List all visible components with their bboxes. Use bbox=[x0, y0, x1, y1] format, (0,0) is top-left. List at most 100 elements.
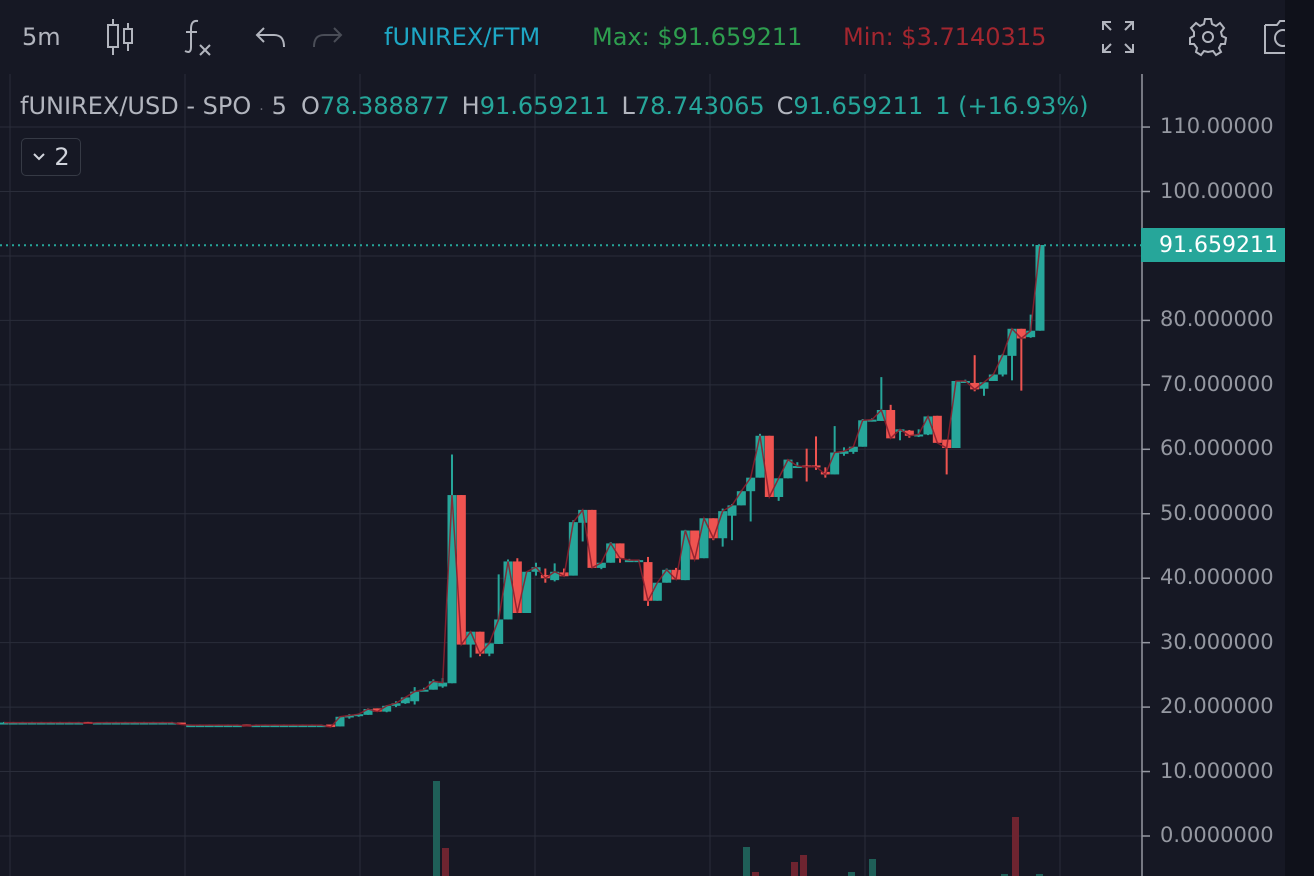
candle bbox=[204, 725, 214, 728]
candle bbox=[260, 725, 270, 728]
candle bbox=[531, 567, 541, 572]
right-edge bbox=[1285, 0, 1314, 876]
candle bbox=[699, 518, 709, 559]
max-price: Max: $91.659211 bbox=[592, 20, 802, 54]
candle bbox=[783, 459, 793, 479]
candle bbox=[727, 505, 737, 516]
candle bbox=[120, 722, 130, 725]
candle bbox=[540, 574, 550, 579]
candle bbox=[895, 429, 905, 432]
fullscreen-button[interactable] bbox=[1100, 20, 1136, 54]
candle bbox=[92, 722, 102, 725]
candle bbox=[550, 571, 560, 581]
interval-button[interactable]: 5m bbox=[22, 20, 61, 54]
candle bbox=[988, 374, 998, 381]
candle bbox=[391, 703, 401, 706]
indicators-button[interactable] bbox=[180, 19, 214, 56]
last-price-text: 91.659211 bbox=[1159, 232, 1278, 258]
legend-open-value: 78.388877 bbox=[319, 92, 450, 120]
candle bbox=[494, 619, 504, 644]
candle bbox=[130, 722, 140, 725]
fx-icon bbox=[184, 19, 211, 56]
price-axis-label: 40.000000 bbox=[1160, 565, 1274, 590]
candle bbox=[0, 722, 9, 725]
settings-button[interactable] bbox=[1188, 18, 1228, 57]
price-axis-label: 70.000000 bbox=[1160, 371, 1274, 396]
candle bbox=[1007, 328, 1017, 356]
candle bbox=[755, 435, 765, 478]
candle bbox=[27, 722, 37, 725]
candle bbox=[372, 708, 382, 712]
candle bbox=[708, 518, 718, 539]
volume-bar bbox=[752, 872, 759, 876]
candle bbox=[167, 722, 177, 725]
price-axis-label: 80.000000 bbox=[1160, 307, 1274, 332]
candle bbox=[102, 722, 112, 725]
pair-label[interactable]: fUNIREX/FTM bbox=[384, 20, 540, 54]
undo-button[interactable] bbox=[254, 20, 288, 54]
candle bbox=[596, 562, 606, 568]
candle bbox=[970, 382, 980, 390]
candle bbox=[344, 715, 354, 718]
price-axis-label: 20.000000 bbox=[1160, 694, 1274, 719]
candle bbox=[718, 511, 728, 539]
candle bbox=[643, 562, 653, 601]
legend-close-label: C bbox=[776, 92, 794, 120]
candle bbox=[774, 478, 784, 497]
candle bbox=[587, 509, 597, 568]
candle bbox=[316, 725, 326, 728]
candle bbox=[466, 631, 476, 645]
candle bbox=[830, 452, 840, 475]
candle bbox=[148, 722, 158, 725]
candle bbox=[736, 491, 746, 506]
gear-icon bbox=[1189, 18, 1228, 57]
candle bbox=[251, 725, 261, 728]
candles-icon bbox=[107, 19, 133, 55]
volume-bar bbox=[869, 859, 876, 876]
legend-open-label: O bbox=[300, 92, 320, 120]
candle bbox=[484, 643, 494, 654]
legend-interval: 5 bbox=[271, 92, 287, 120]
candle bbox=[680, 530, 690, 581]
candle bbox=[158, 722, 168, 725]
candlestick-chart[interactable] bbox=[0, 74, 1314, 876]
volume-bar bbox=[848, 872, 855, 876]
candle bbox=[998, 355, 1008, 375]
undo-icon bbox=[255, 27, 285, 48]
chart-type-button[interactable] bbox=[104, 19, 138, 55]
candle bbox=[858, 420, 868, 447]
candle bbox=[662, 569, 672, 583]
legend-low-value: 78.743065 bbox=[634, 92, 765, 120]
volume-bar bbox=[1036, 874, 1043, 876]
volume-bar bbox=[743, 847, 750, 876]
collapse-indicators-button[interactable]: 2 bbox=[21, 138, 81, 176]
candle bbox=[382, 705, 392, 712]
candle bbox=[923, 416, 933, 435]
candle bbox=[46, 722, 56, 725]
toolbar: 5m fUNIREX/FTM Max: $91.659211 Min: $3.7… bbox=[0, 0, 1314, 74]
min-text: Min: $3.7140315 bbox=[843, 23, 1047, 51]
candle bbox=[288, 725, 298, 728]
candle bbox=[876, 409, 886, 421]
candle bbox=[298, 725, 308, 728]
legend-high-value: 91.659211 bbox=[479, 92, 610, 120]
legend-symbol[interactable]: fUNIREX/USD - SPO bbox=[20, 92, 252, 120]
chart-area[interactable] bbox=[0, 74, 1314, 876]
candle bbox=[111, 722, 121, 725]
min-price: Min: $3.7140315 bbox=[843, 20, 1046, 54]
legend-change: 1 (+16.93%) bbox=[935, 92, 1089, 120]
price-axis-label: 110.00000 bbox=[1160, 114, 1274, 139]
candle bbox=[652, 582, 662, 601]
candle bbox=[578, 509, 588, 523]
candle bbox=[223, 725, 233, 728]
candle bbox=[354, 714, 364, 717]
redo-button[interactable] bbox=[310, 20, 344, 54]
candle bbox=[74, 722, 84, 725]
candle bbox=[279, 725, 289, 728]
candle bbox=[64, 722, 74, 725]
candle bbox=[55, 722, 65, 725]
candle bbox=[447, 495, 457, 684]
candle bbox=[1035, 244, 1045, 331]
candle bbox=[307, 725, 317, 728]
candle bbox=[690, 530, 700, 560]
